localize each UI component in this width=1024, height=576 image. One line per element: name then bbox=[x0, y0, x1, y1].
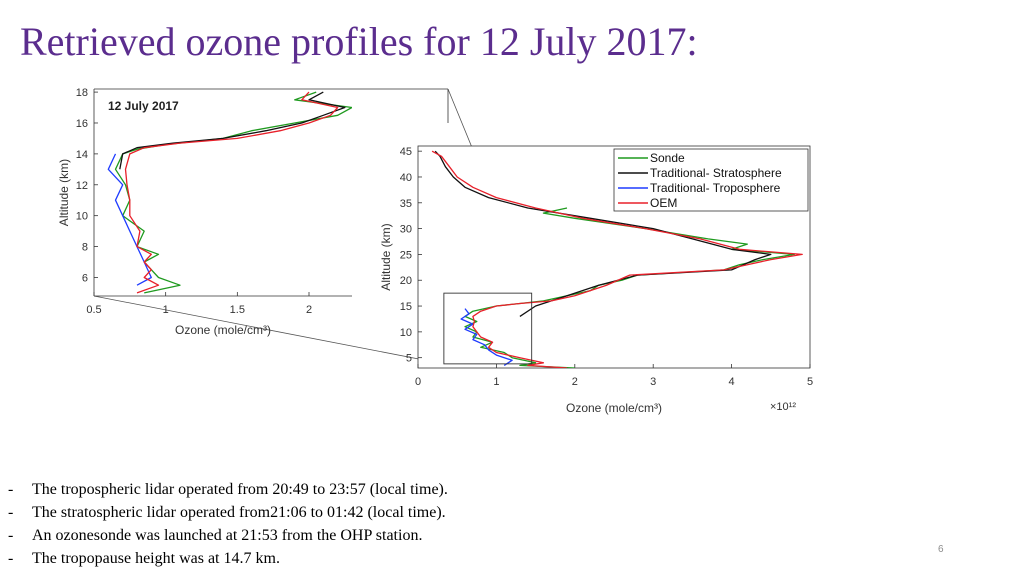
bullet-marker: - bbox=[8, 550, 14, 567]
note-text: An ozonesonde was launched at 21:53 from… bbox=[32, 527, 423, 544]
main-x-axis-label: Ozone (mole/cm³) bbox=[566, 401, 662, 415]
main-x-tick-label: 3 bbox=[650, 376, 656, 388]
inset-y-tick-label: 16 bbox=[76, 118, 88, 130]
note-item: - The tropospheric lidar operated from 20… bbox=[8, 478, 448, 501]
inset-y-tick-label: 10 bbox=[76, 211, 88, 223]
main-y-tick-label: 40 bbox=[400, 172, 412, 184]
main-series-traditional-troposphere bbox=[460, 308, 513, 366]
legend-label: Sonde bbox=[650, 151, 685, 165]
main-x-tick-label: 1 bbox=[493, 376, 499, 388]
main-x-tick-label: 2 bbox=[572, 376, 578, 388]
bullet-marker: - bbox=[8, 504, 14, 521]
note-item: - The tropopause height was at 14.7 km. bbox=[8, 547, 448, 570]
inset-x-tick-label: 1 bbox=[163, 304, 169, 316]
inset-x-tick-label: 1.5 bbox=[230, 304, 245, 316]
main-y-axis-label: Altitude (km) bbox=[379, 223, 393, 290]
main-series-traditional-stratosphere bbox=[434, 150, 772, 317]
main-y-tick-label: 30 bbox=[400, 224, 412, 236]
inset-x-tick-label: 0.5 bbox=[86, 304, 101, 316]
main-series-sonde bbox=[464, 207, 795, 368]
bullet-marker: - bbox=[8, 481, 14, 498]
note-text: The tropopause height was at 14.7 km. bbox=[32, 550, 280, 567]
zoom-box bbox=[443, 292, 533, 365]
inset-x-axis-label: Ozone (mole/cm³) bbox=[175, 323, 271, 337]
inset-y-tick-label: 8 bbox=[82, 242, 88, 254]
notes-list: - The tropospheric lidar operated from 20… bbox=[8, 478, 448, 570]
note-item: - An ozonesonde was launched at 21:53 fro… bbox=[8, 524, 448, 547]
bullet-marker: - bbox=[8, 527, 14, 544]
note-text: The tropospheric lidar operated from 20:… bbox=[32, 481, 448, 498]
legend-label: Traditional- Troposphere bbox=[650, 181, 781, 195]
inset-y-tick-label: 14 bbox=[76, 149, 88, 161]
inset-series-oem bbox=[124, 91, 339, 294]
inset-y-axis-label: Altitude (km) bbox=[57, 159, 71, 226]
main-x-tick-label: 5 bbox=[807, 376, 813, 388]
inset-x-tick-label: 2 bbox=[306, 304, 312, 316]
main-y-tick-label: 35 bbox=[400, 198, 412, 210]
main-x-tick-label: 0 bbox=[415, 376, 421, 388]
main-y-tick-label: 20 bbox=[400, 275, 412, 287]
legend-label: Traditional- Stratosphere bbox=[650, 166, 782, 180]
main-y-tick-label: 45 bbox=[400, 146, 412, 158]
inset-annotation: 12 July 2017 bbox=[108, 99, 179, 113]
zoom-connector-line bbox=[93, 295, 444, 365]
main-y-tick-label: 10 bbox=[400, 327, 412, 339]
inset-y-tick-label: 6 bbox=[82, 272, 88, 284]
legend-box bbox=[613, 148, 809, 212]
note-item: - The stratospheric lidar operated from21… bbox=[8, 501, 448, 524]
inset-y-tick-label: 18 bbox=[76, 87, 88, 99]
note-text: The stratospheric lidar operated from21:… bbox=[32, 504, 446, 521]
main-y-tick-label: 15 bbox=[400, 301, 412, 313]
inset-series-traditional-troposphere bbox=[107, 153, 152, 286]
inset-series-traditional-stratosphere bbox=[119, 91, 346, 170]
inset-y-tick-label: 12 bbox=[76, 180, 88, 192]
inset-chart: 0.5 1 1.5 2 6 8 10 12 14 16 18 Ozone (mole/cm³) Alti… bbox=[57, 87, 449, 337]
inset-series-group bbox=[107, 91, 352, 294]
main-series-group bbox=[431, 150, 803, 368]
main-y-tick-label: 25 bbox=[400, 249, 412, 261]
legend-label: OEM bbox=[650, 196, 677, 210]
main-series-oem bbox=[431, 150, 803, 368]
main-x-tick-label: 4 bbox=[729, 376, 735, 388]
page-number: 6 bbox=[938, 544, 944, 555]
main-x-multiplier: ×10¹² bbox=[770, 401, 796, 413]
slide-title: Retrieved ozone profiles for 12 July 201… bbox=[20, 19, 698, 64]
main-y-tick-label: 5 bbox=[406, 353, 412, 365]
